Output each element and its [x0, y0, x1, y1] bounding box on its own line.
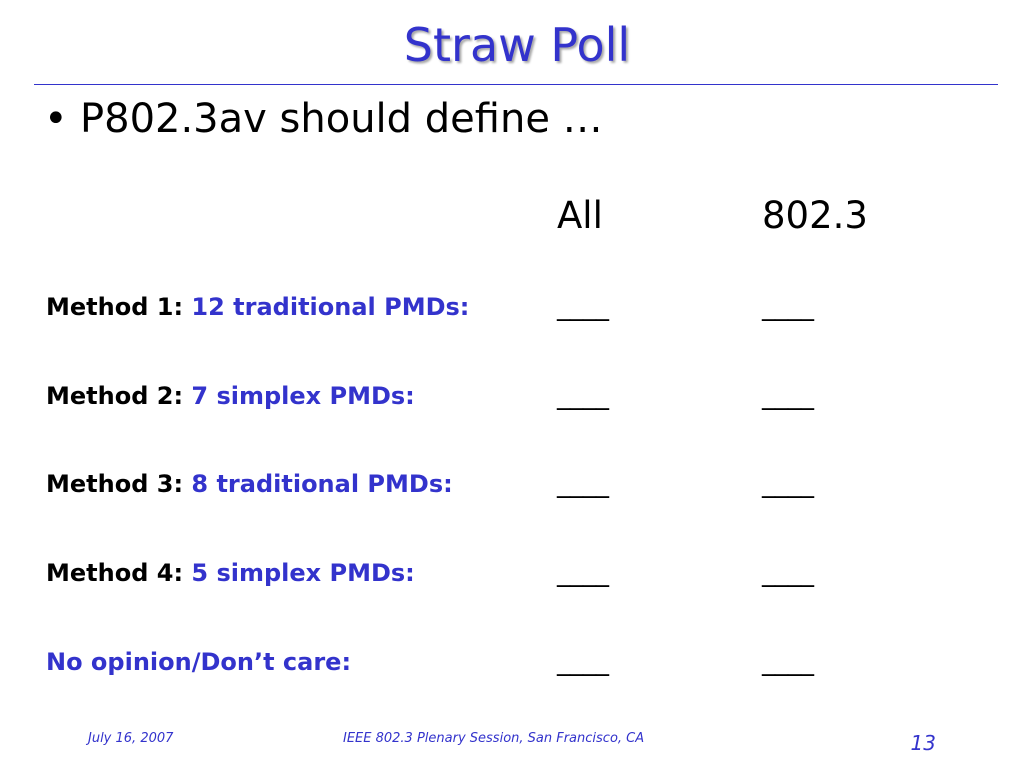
column-header-802-3: 802.3: [762, 194, 868, 237]
row-description: 7 simplex PMDs:: [191, 382, 415, 410]
vote-blank-802-3: ____: [762, 292, 814, 322]
vote-blank-all: ____: [557, 381, 609, 411]
footer-date: July 16, 2007: [88, 731, 174, 746]
poll-row-method-2: Method 2: 7 simplex PMDs:: [46, 382, 415, 410]
vote-blank-802-3: ____: [762, 647, 814, 677]
footer-session: IEEE 802.3 Plenary Session, San Francisc…: [343, 731, 645, 746]
poll-row-no-opinion: No opinion/Don’t care:: [46, 648, 351, 676]
page-number: 13: [910, 731, 936, 755]
slide-title: Straw Poll: [403, 18, 631, 72]
poll-row-method-4: Method 4: 5 simplex PMDs:: [46, 559, 415, 587]
row-description: 12 traditional PMDs:: [191, 293, 470, 321]
vote-blank-all: ____: [557, 647, 609, 677]
vote-blank-all: ____: [557, 292, 609, 322]
vote-blank-all: ____: [557, 469, 609, 499]
row-description: 5 simplex PMDs:: [191, 559, 415, 587]
bullet-icon: •: [44, 96, 68, 142]
poll-row-method-3: Method 3: 8 traditional PMDs:: [46, 470, 453, 498]
vote-blank-802-3: ____: [762, 558, 814, 588]
row-label: Method 4:: [46, 559, 184, 587]
row-label: No opinion/Don’t care:: [46, 648, 352, 676]
row-label: Method 1:: [46, 293, 184, 321]
bullet-text: P802.3av should define …: [80, 96, 603, 142]
row-label: Method 2:: [46, 382, 184, 410]
bullet-line: • P802.3av should define …: [44, 96, 603, 142]
row-label: Method 3:: [46, 470, 184, 498]
title-divider: [34, 84, 998, 85]
poll-row-method-1: Method 1: 12 traditional PMDs:: [46, 293, 469, 321]
column-header-all: All: [557, 194, 603, 237]
vote-blank-802-3: ____: [762, 469, 814, 499]
vote-blank-all: ____: [557, 558, 609, 588]
vote-blank-802-3: ____: [762, 381, 814, 411]
row-description: 8 traditional PMDs:: [191, 470, 453, 498]
